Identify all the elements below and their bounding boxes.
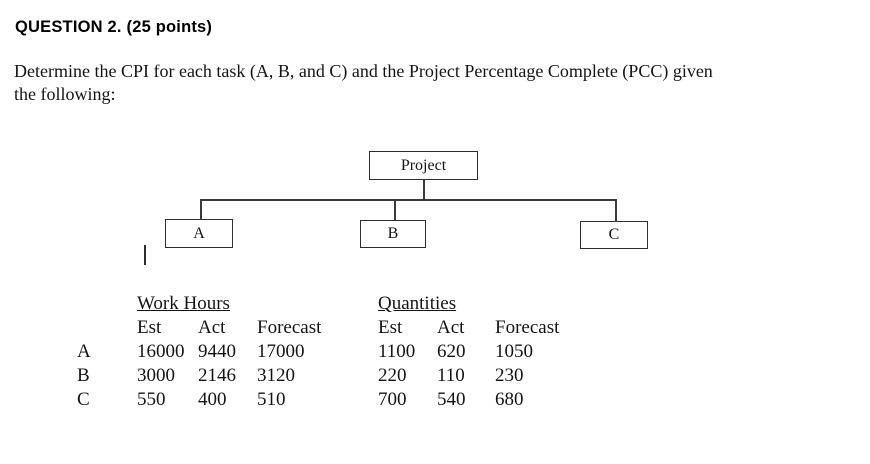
connector-rail-line xyxy=(200,199,617,201)
wh-col-header-act: Act xyxy=(198,317,226,338)
task-b-node-box: B xyxy=(360,220,426,248)
task-b-node-label: B xyxy=(387,225,399,242)
prompt-line-2: the following: xyxy=(14,84,116,104)
task-c-node-label: C xyxy=(608,226,620,243)
row-b-q-forecast: 230 xyxy=(495,365,524,386)
task-data-table: Work Hours Quantities Est Act Forecast E… xyxy=(77,292,585,412)
row-b-wh-est: 3000 xyxy=(137,365,175,386)
row-a-wh-act: 9440 xyxy=(198,341,236,362)
question-prompt: Determine the CPI for each task (A, B, a… xyxy=(14,60,844,106)
wh-col-header-est: Est xyxy=(137,317,162,338)
table-corner-spacer xyxy=(77,292,137,316)
row-c-q-forecast: 680 xyxy=(495,389,524,410)
group-header-quantities: Quantities xyxy=(378,293,457,314)
connector-drop-line-c xyxy=(615,200,617,221)
connector-drop-line-a xyxy=(200,200,202,219)
group-header-work-hours: Work Hours xyxy=(137,293,230,314)
row-c-wh-act: 400 xyxy=(198,389,227,410)
project-node-label: Project xyxy=(400,156,447,174)
task-a-node-box: A xyxy=(165,219,233,248)
prompt-line-1: Determine the CPI for each task (A, B, a… xyxy=(14,61,713,81)
row-b-wh-act: 2146 xyxy=(198,365,236,386)
row-c-wh-est: 550 xyxy=(137,389,166,410)
row-b-q-act: 110 xyxy=(437,365,465,386)
question-title: QUESTION 2. (25 points) xyxy=(15,18,213,36)
row-b-wh-forecast: 3120 xyxy=(257,365,295,386)
q-col-header-forecast: Forecast xyxy=(495,317,560,338)
row-c-q-est: 700 xyxy=(378,389,407,410)
row-c-q-act: 540 xyxy=(437,389,466,410)
row-b-q-est: 220 xyxy=(378,365,407,386)
connector-drop-line-b xyxy=(394,200,396,220)
row-c-wh-forecast: 510 xyxy=(257,389,286,410)
row-a-q-act: 620 xyxy=(437,341,466,362)
row-c-task-label: C xyxy=(77,389,90,410)
connector-trunk-line xyxy=(423,180,425,200)
row-a-task-label: A xyxy=(77,341,91,362)
row-a-wh-est: 16000 xyxy=(137,341,185,362)
table-header-spacer xyxy=(77,316,137,340)
row-a-wh-forecast: 17000 xyxy=(257,341,305,362)
row-a-q-est: 1100 xyxy=(378,341,416,362)
row-b-task-label: B xyxy=(77,365,90,386)
wh-col-header-forecast: Forecast xyxy=(257,317,322,338)
q-col-header-act: Act xyxy=(437,317,465,338)
task-c-node-box: C xyxy=(580,221,648,249)
project-node-box: Project xyxy=(369,151,478,180)
row-a-q-forecast: 1050 xyxy=(495,341,533,362)
task-a-node-label: A xyxy=(193,224,205,242)
q-col-header-est: Est xyxy=(378,317,403,338)
stray-pen-mark xyxy=(144,245,146,265)
